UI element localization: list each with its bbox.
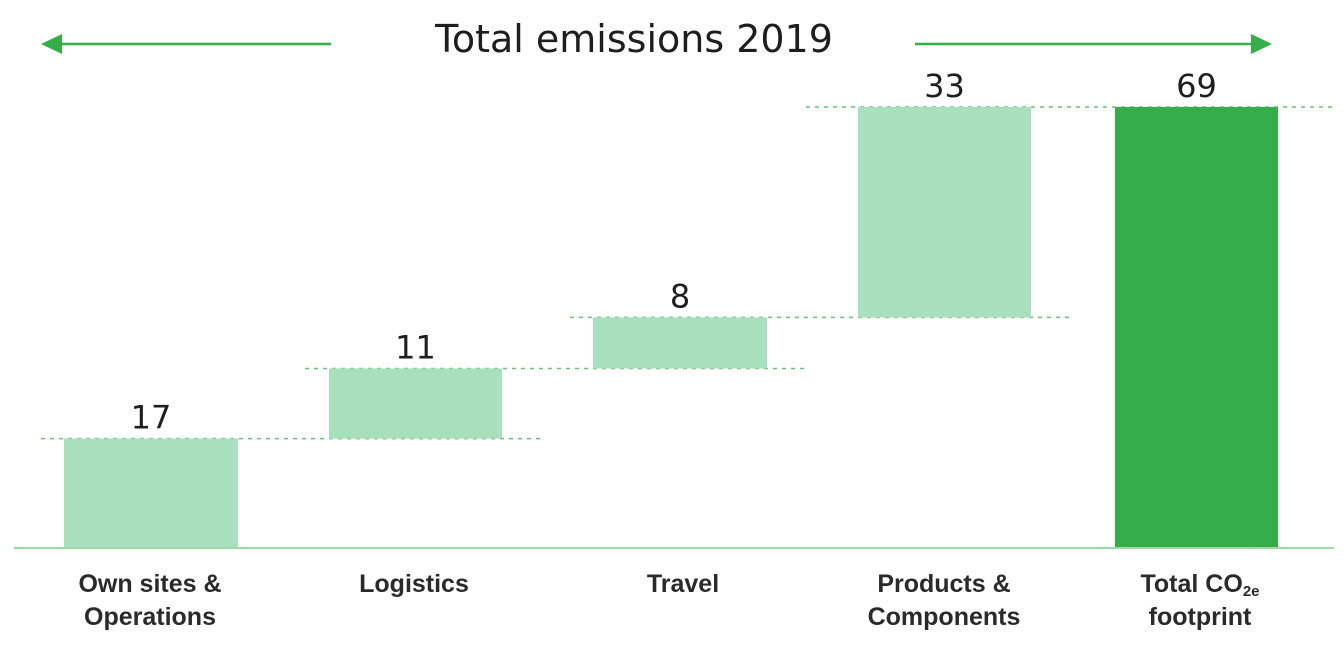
- title-group: Total emissions 2019: [41, 17, 1272, 61]
- category-label-4-line-0: Total CO2e: [1141, 570, 1260, 600]
- value-labels: 17 11 8 33 69: [131, 67, 1217, 437]
- bar-0: [64, 438, 238, 547]
- value-label-3: 33: [924, 67, 965, 105]
- bar-2: [593, 317, 767, 369]
- value-label-2: 8: [670, 277, 690, 315]
- category-label-1: Logistics: [359, 570, 469, 598]
- category-label-3-line-0: Products &: [877, 570, 1010, 598]
- category-labels: Own sites & Operations Logistics Travel Prod…: [78, 570, 1259, 631]
- value-label-4: 69: [1176, 67, 1217, 105]
- left-arrow-head: [41, 34, 62, 54]
- bar-1: [329, 368, 502, 439]
- category-label-4-line-1: footprint: [1149, 603, 1252, 631]
- right-arrow-head: [1251, 34, 1272, 54]
- category-label-3-line-1: Components: [868, 603, 1021, 631]
- bars: [64, 107, 1278, 547]
- category-label-4: Total CO2e footprint: [1141, 570, 1260, 631]
- bar-3: [858, 107, 1031, 318]
- bar-4: [1115, 107, 1278, 547]
- category-label-2: Travel: [647, 570, 719, 598]
- category-label-1-line-0: Logistics: [359, 570, 469, 598]
- category-label-3: Products & Components: [868, 570, 1021, 631]
- value-label-0: 17: [131, 399, 172, 437]
- category-label-0-line-1: Operations: [84, 603, 216, 631]
- category-label-0-line-0: Own sites &: [78, 570, 221, 598]
- category-label-2-line-0: Travel: [647, 570, 719, 598]
- chart-title: Total emissions 2019: [434, 17, 833, 61]
- category-label-0: Own sites & Operations: [78, 570, 221, 631]
- value-label-1: 11: [395, 328, 436, 366]
- category-subscript: 2e: [1243, 583, 1260, 600]
